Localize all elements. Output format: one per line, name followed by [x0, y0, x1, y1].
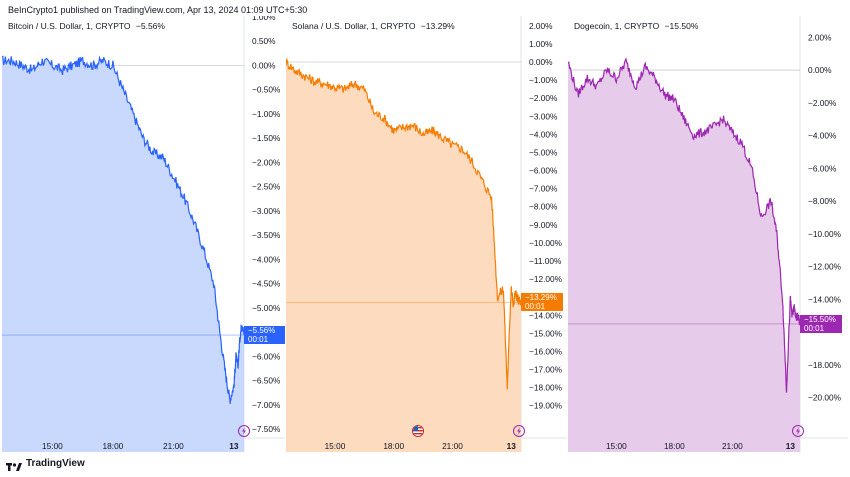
series-line: [286, 57, 522, 390]
y-tick-label: −2.00%: [252, 157, 281, 167]
lightning-icon[interactable]: [513, 425, 525, 437]
y-tick-label: −18.00%: [529, 383, 563, 393]
y-tick-label: −11.00%: [529, 256, 562, 266]
y-tick-label: −18.00%: [808, 360, 842, 370]
lightning-icon[interactable]: [792, 425, 804, 437]
footer-brand: TradingView: [26, 458, 85, 469]
y-tick-label: −10.00%: [808, 229, 842, 239]
series-line: [568, 57, 801, 393]
y-tick-label: 2.00%: [808, 32, 832, 42]
bitcoin-chart-panel[interactable]: 1.00% 0.50% 0.00% −0.50% −1.00% −1.50% −2.00% −…: [2, 16, 285, 452]
y-tick-label: −2.00%: [529, 93, 558, 103]
y-tick-label: −2.00%: [808, 98, 837, 108]
x-tick-label: 13: [507, 441, 517, 451]
solana-chart-panel[interactable]: 2.00% 1.00% 0.00% −1.00% −2.00% −3.00% −4.00% −…: [286, 16, 567, 452]
y-tick-label: 0.00%: [529, 57, 553, 67]
lightning-icon[interactable]: [238, 425, 250, 437]
bitcoin-last-time: 00:01: [248, 335, 269, 345]
solana-last-time: 00:01: [525, 302, 546, 312]
y-tick-label: 1.00%: [529, 39, 553, 49]
y-tick-label: 0.00%: [252, 60, 276, 70]
y-tick-label: −20.00%: [808, 393, 842, 403]
y-tick-label: −4.00%: [529, 129, 558, 139]
y-tick-label: −12.00%: [529, 274, 563, 284]
us-flag-icon[interactable]: [412, 425, 424, 437]
dogecoin-last-price-tag: −15.50% 00:01: [800, 314, 842, 333]
y-tick-label: −0.50%: [252, 85, 281, 95]
y-tick-label: −6.00%: [529, 166, 558, 176]
y-tick-label: −14.00%: [808, 294, 842, 304]
y-tick-label: −6.00%: [808, 163, 837, 173]
x-tick-label: 21:00: [163, 441, 184, 451]
x-tick-label: 18:00: [103, 441, 124, 451]
bitcoin-last-price-tag: −5.56% 00:01: [244, 326, 285, 345]
y-tick-label: −4.00%: [252, 254, 281, 264]
tradingview-logo-icon: [6, 459, 22, 471]
x-tick-label: 21:00: [442, 441, 463, 451]
y-tick-label: −14.00%: [529, 310, 563, 320]
solana-last-price-tag: −13.29% 00:01: [521, 293, 563, 312]
dogecoin-chart-panel[interactable]: 2.00% 0.00% −2.00% −4.00% −6.00% −8.00% −10.00…: [568, 16, 848, 452]
y-tick-label: −10.00%: [529, 238, 563, 248]
bitcoin-title: Bitcoin / U.S. Dollar, 1, CRYPTO: [8, 21, 131, 31]
x-tick-label: 18:00: [383, 441, 404, 451]
solana-chart-svg[interactable]: 2.00% 1.00% 0.00% −1.00% −2.00% −3.00% −4.00% −…: [286, 16, 567, 452]
bitcoin-chart-svg[interactable]: 1.00% 0.50% 0.00% −0.50% −1.00% −1.50% −2.00% −…: [2, 16, 285, 452]
bitcoin-legend: Bitcoin / U.S. Dollar, 1, CRYPTO −5.56%: [8, 21, 165, 31]
dogecoin-legend: Dogecoin, 1, CRYPTO −15.50%: [574, 21, 698, 31]
x-tick-label: 15:00: [325, 441, 346, 451]
solana-legend: Solana / U.S. Dollar, 1, CRYPTO −13.29%: [292, 21, 455, 31]
y-tick-label: −7.00%: [252, 400, 281, 410]
bitcoin-last-price: −5.56%: [248, 326, 276, 336]
dogecoin-last-time: 00:01: [804, 323, 825, 333]
x-tick-label: 21:00: [722, 441, 743, 451]
y-tick-label: −16.00%: [529, 346, 563, 356]
y-tick-label: 2.00%: [529, 21, 553, 31]
y-tick-label: −15.00%: [529, 328, 563, 338]
x-tick-label: 15:00: [606, 441, 627, 451]
y-tick-label: 1.00%: [252, 16, 276, 22]
y-tick-label: −5.00%: [529, 147, 558, 157]
y-tick-label: −3.00%: [529, 111, 558, 121]
y-tick-label: −3.50%: [252, 230, 281, 240]
series-line: [2, 55, 245, 404]
y-tick-label: −19.00%: [529, 401, 563, 411]
y-tick-label: −2.50%: [252, 182, 281, 192]
y-tick-label: −17.00%: [529, 365, 563, 375]
dogecoin-title: Dogecoin, 1, CRYPTO: [574, 21, 660, 31]
y-tick-label: −4.00%: [808, 131, 837, 141]
dogecoin-last-price: −15.50%: [804, 314, 836, 324]
y-tick-label: −8.00%: [529, 202, 558, 212]
y-tick-label: 0.50%: [252, 36, 276, 46]
y-tick-label: −1.50%: [252, 133, 281, 143]
solana-title: Solana / U.S. Dollar, 1, CRYPTO: [292, 21, 416, 31]
series-area-fill: [2, 56, 244, 452]
bitcoin-change: −5.56%: [135, 21, 165, 31]
y-tick-label: −7.50%: [252, 424, 281, 434]
x-tick-label: 13: [786, 441, 796, 451]
dogecoin-change: −15.50%: [664, 21, 699, 31]
y-tick-label: −7.00%: [529, 184, 558, 194]
y-tick-label: −12.00%: [808, 262, 842, 272]
series-area-fill: [568, 59, 800, 452]
x-tick-label: 15:00: [42, 441, 63, 451]
solana-last-price: −13.29%: [525, 293, 557, 303]
y-tick-label: −1.00%: [529, 75, 558, 85]
y-tick-label: −6.00%: [252, 351, 281, 361]
y-tick-label: 0.00%: [808, 65, 832, 75]
series-area-fill: [286, 59, 521, 452]
y-tick-label: −6.50%: [252, 376, 281, 386]
x-tick-label: 13: [229, 441, 239, 451]
footer: TradingView: [6, 458, 85, 471]
solana-change: −13.29%: [420, 21, 455, 31]
y-tick-label: −5.00%: [252, 303, 281, 313]
y-tick-label: −3.00%: [252, 206, 281, 216]
y-tick-label: −1.00%: [252, 109, 281, 119]
x-tick-label: 18:00: [664, 441, 685, 451]
y-tick-label: −9.00%: [529, 220, 558, 230]
y-tick-label: −8.00%: [808, 196, 837, 206]
y-tick-label: −4.50%: [252, 279, 281, 289]
publish-info: BeInCrypto1 published on TradingView.com…: [8, 5, 308, 15]
dogecoin-chart-svg[interactable]: 2.00% 0.00% −2.00% −4.00% −6.00% −8.00% −10.00…: [568, 16, 848, 452]
